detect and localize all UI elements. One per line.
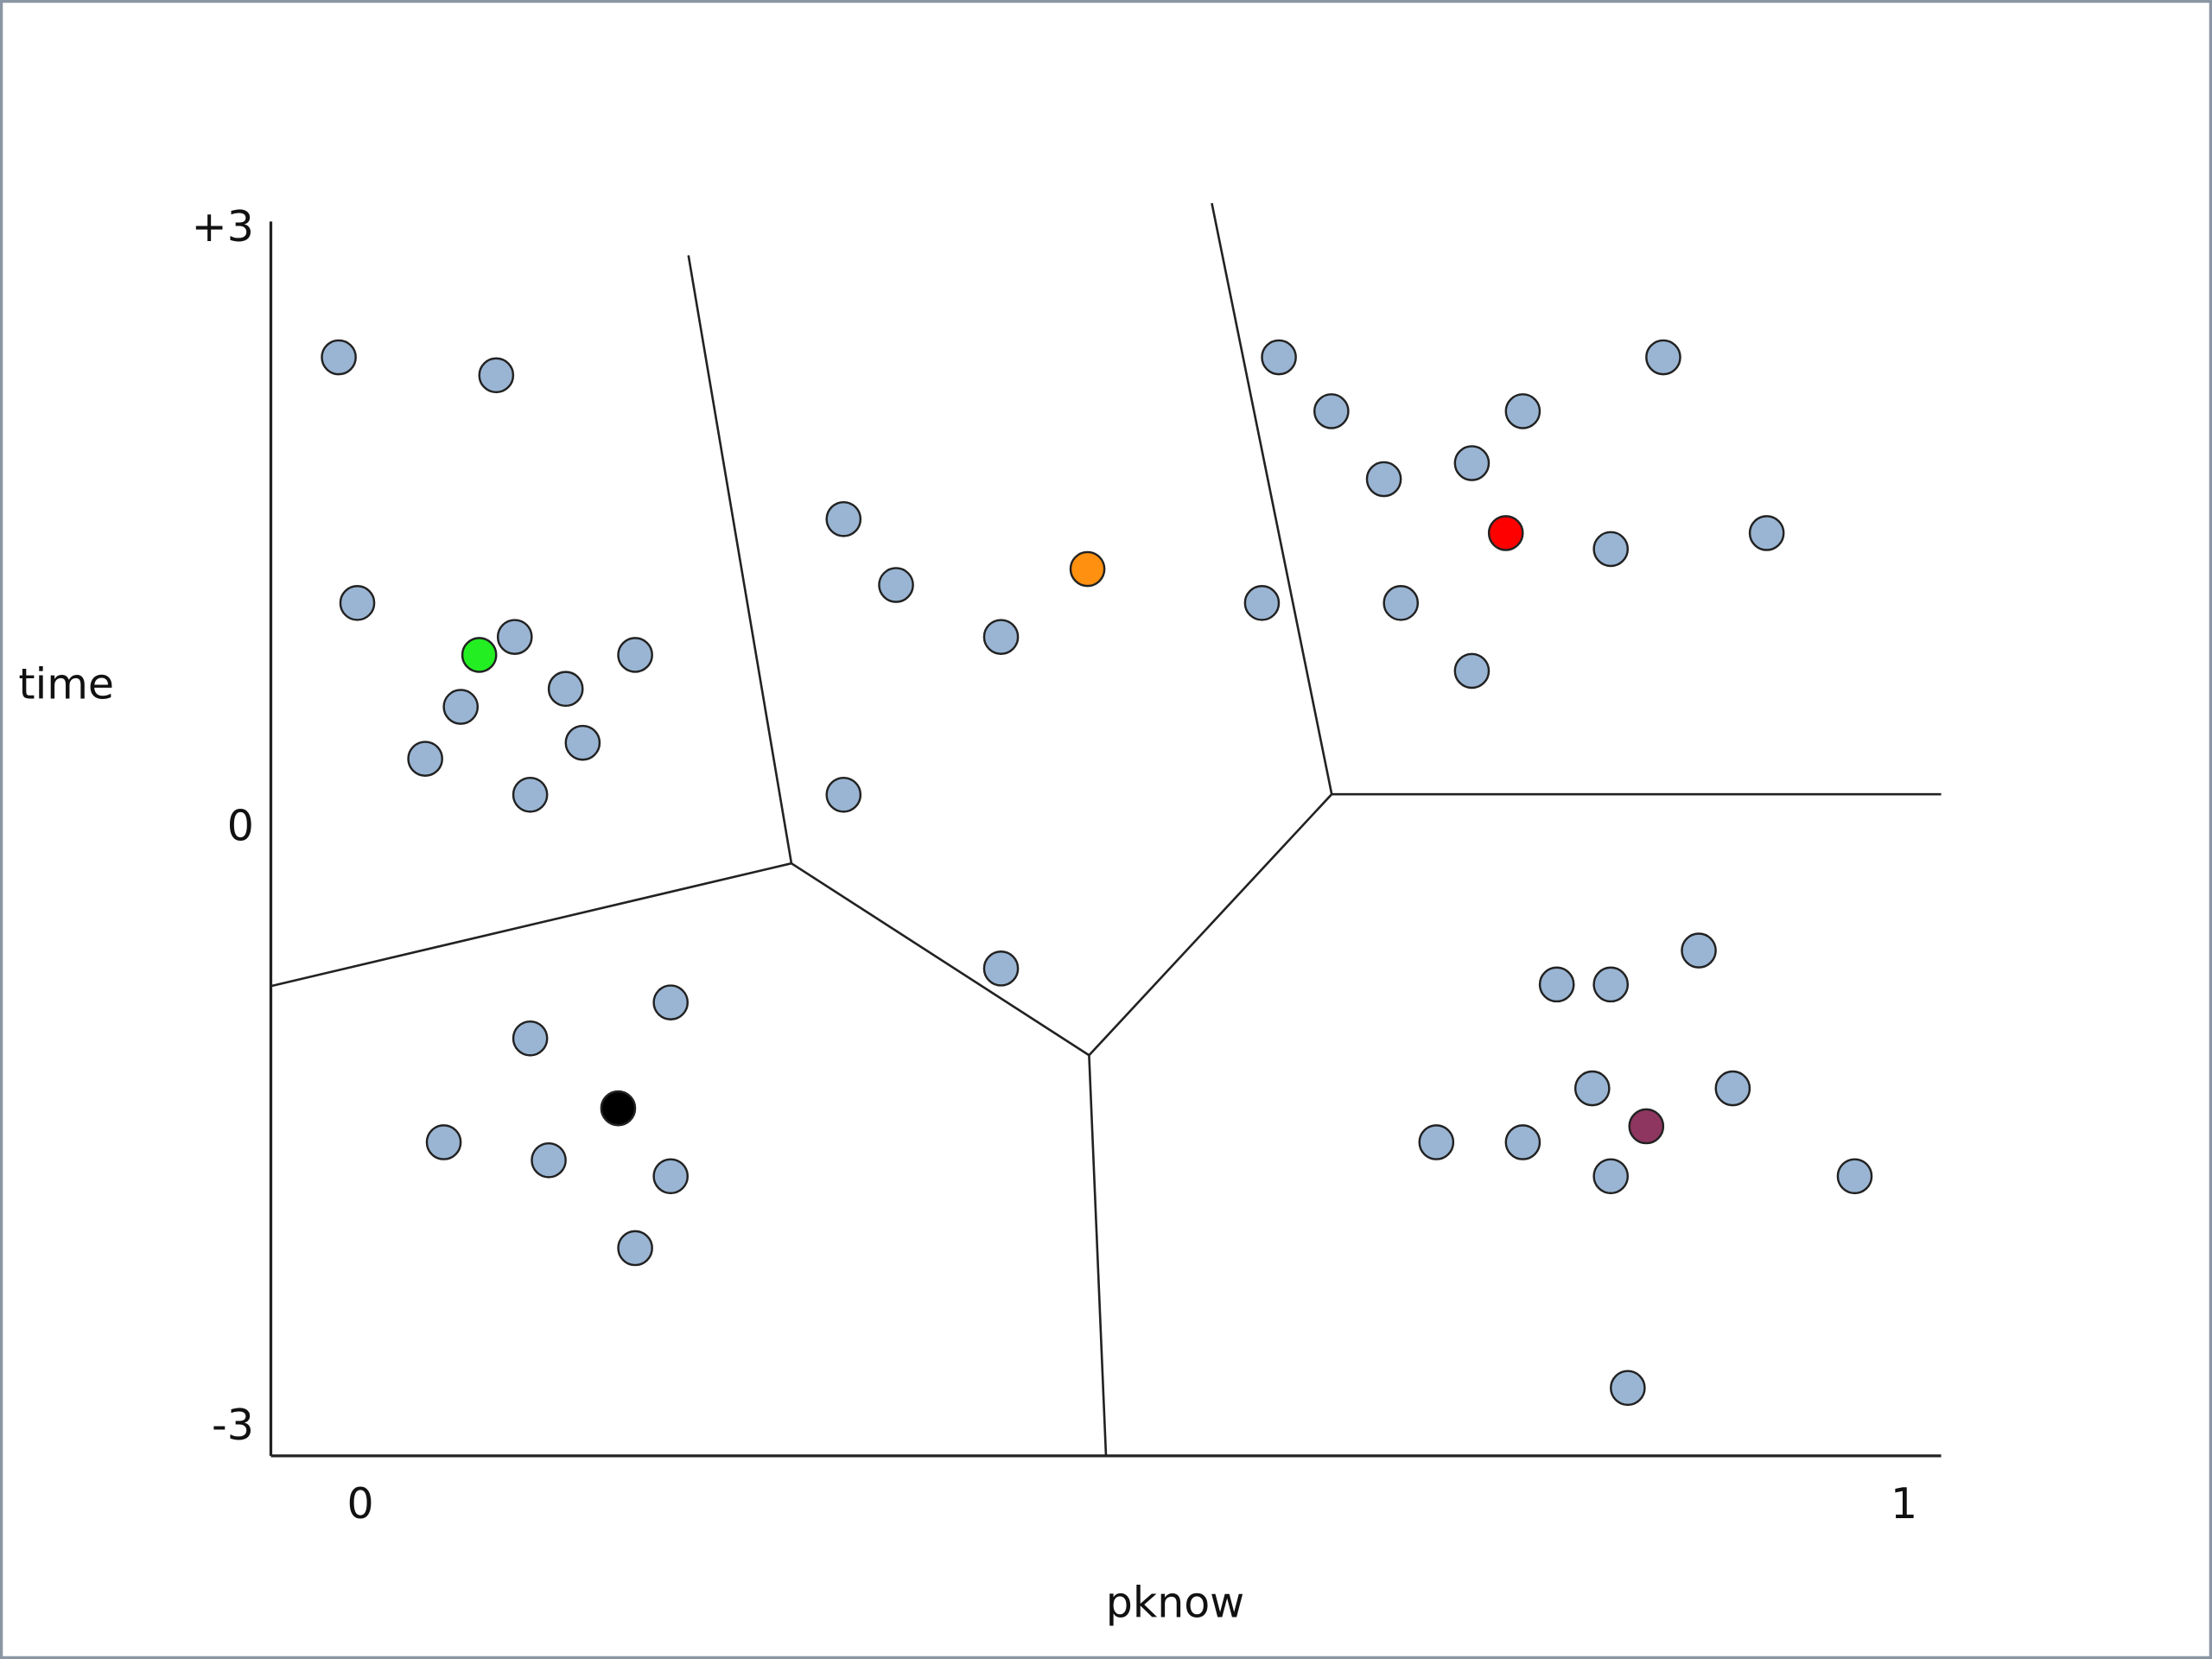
point [1243, 585, 1281, 621]
point [1592, 531, 1630, 568]
boundary [1088, 793, 1333, 1057]
boundary [791, 862, 1090, 1057]
point [321, 339, 357, 376]
point [531, 1141, 567, 1179]
point [425, 1124, 462, 1160]
point [1610, 1370, 1646, 1407]
point [1592, 1158, 1630, 1195]
point [1681, 932, 1717, 969]
point [1382, 585, 1420, 621]
point [600, 1090, 637, 1127]
point [1538, 966, 1575, 1003]
point [652, 984, 690, 1020]
point [1836, 1158, 1873, 1195]
y-tick-label: 0 [227, 802, 254, 851]
point [1504, 1124, 1541, 1160]
point [461, 637, 498, 673]
y-axis-label: time [18, 660, 114, 709]
y-tick-label: -3 [212, 1401, 254, 1450]
point [982, 950, 1020, 987]
point [512, 776, 549, 813]
point [1365, 461, 1402, 498]
point [1418, 1124, 1455, 1160]
point [1453, 652, 1491, 690]
x-tick-label: 0 [347, 1479, 374, 1529]
point [1573, 1070, 1611, 1107]
boundary [1211, 202, 1333, 795]
point [339, 585, 376, 621]
point [1313, 393, 1350, 429]
boundary [270, 861, 792, 988]
point [442, 689, 480, 725]
point [564, 724, 601, 761]
voronoi-boundaries [270, 202, 1942, 1456]
y-tick-label: +3 [192, 202, 254, 251]
point [1069, 550, 1106, 588]
boundary [1088, 1055, 1108, 1456]
point [1592, 966, 1630, 1003]
point [407, 741, 443, 777]
x-tick-label: 1 [1891, 1479, 1917, 1529]
boundary [687, 255, 793, 864]
point [1504, 393, 1541, 429]
point [1487, 515, 1524, 551]
point [1453, 445, 1491, 481]
x-axis-label: pknow [1106, 1578, 1245, 1627]
point [478, 357, 515, 394]
point [496, 619, 533, 655]
point [1645, 339, 1681, 376]
point [617, 1230, 653, 1267]
point [1748, 515, 1785, 551]
point [652, 1158, 690, 1195]
point [547, 671, 584, 708]
point [982, 619, 1020, 655]
point [617, 637, 653, 673]
point [1714, 1070, 1751, 1107]
point [878, 567, 914, 603]
point [1261, 339, 1297, 376]
point [1628, 1108, 1665, 1145]
point [512, 1020, 549, 1057]
point [825, 776, 862, 813]
point [825, 500, 862, 537]
